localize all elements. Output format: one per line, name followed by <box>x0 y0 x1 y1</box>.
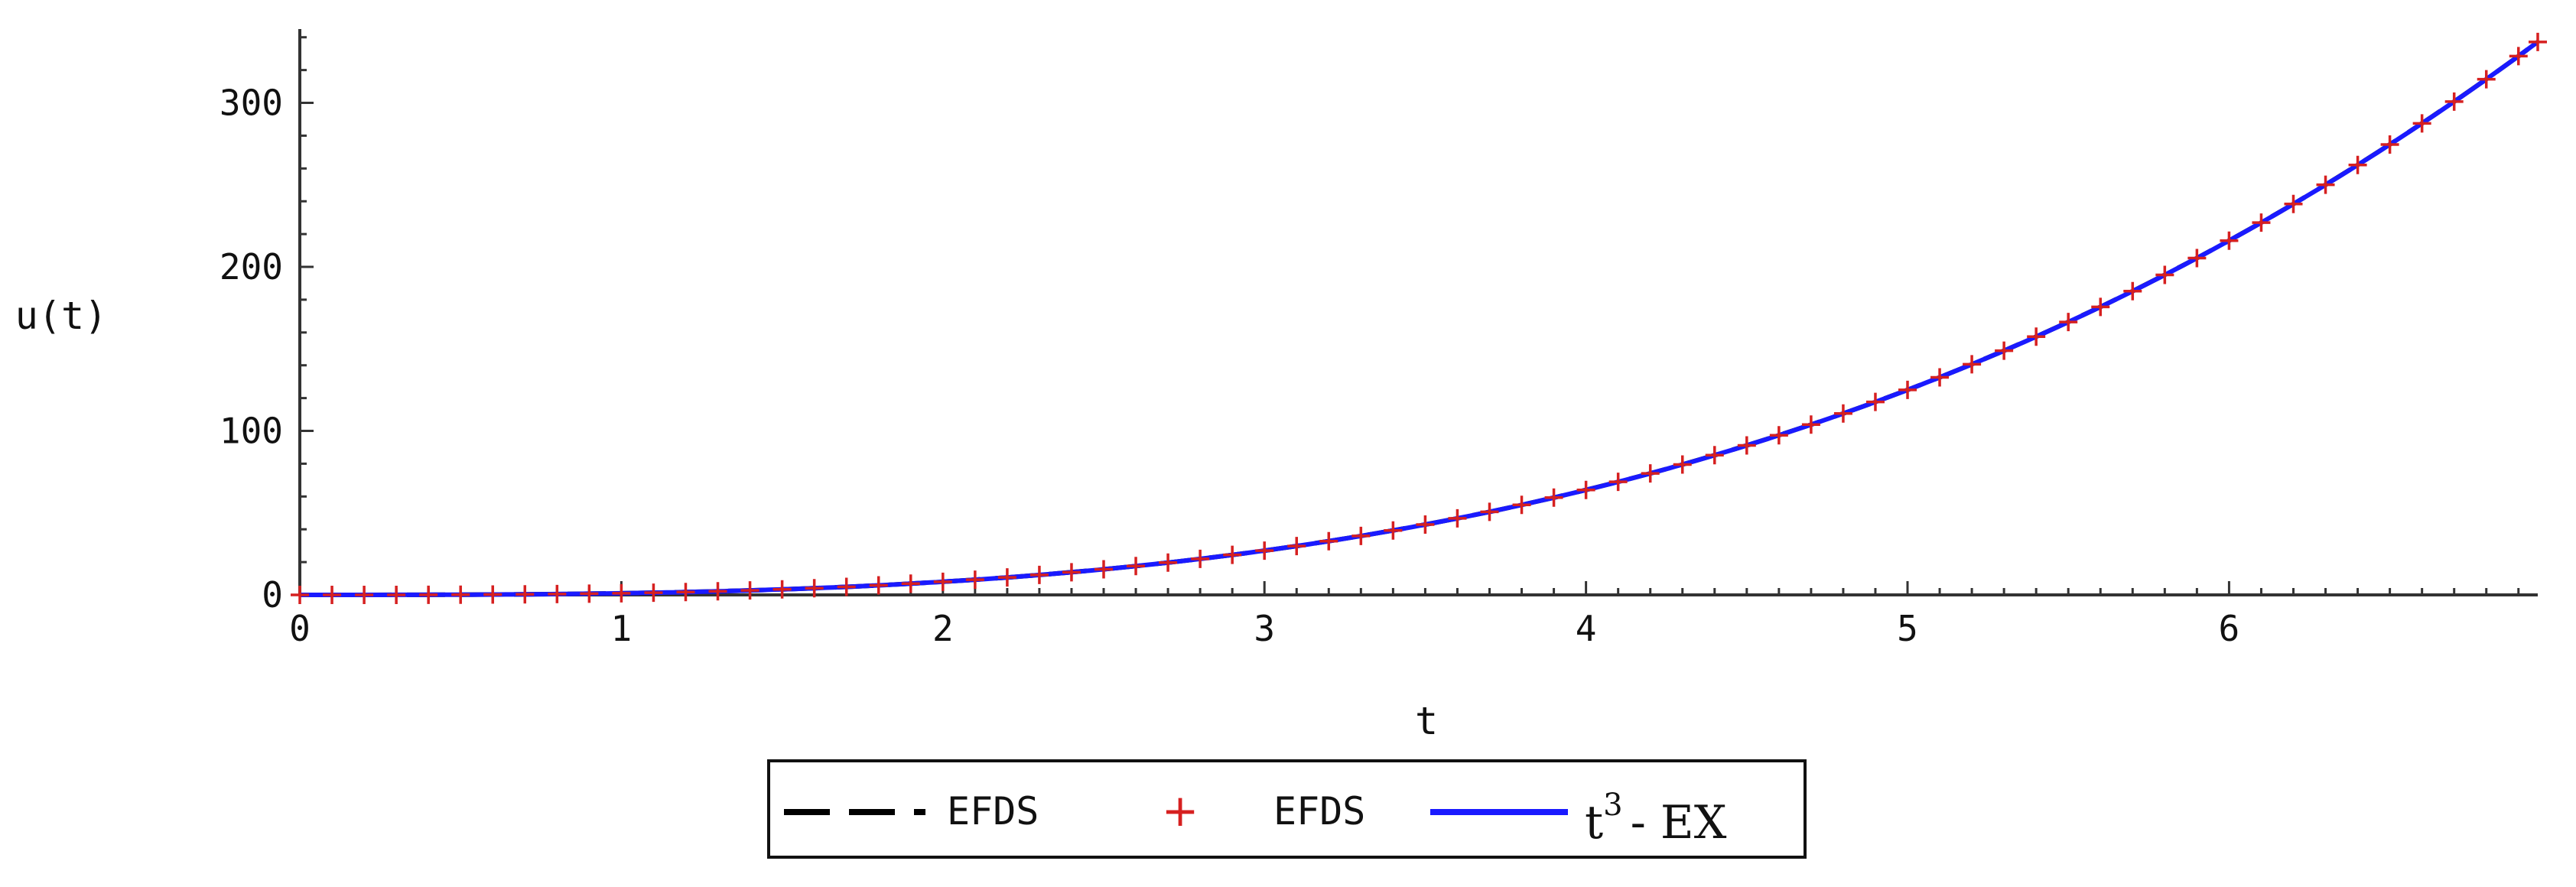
efds-cross-marker <box>805 579 824 598</box>
x-tick-label: 0 <box>289 608 311 649</box>
efds-cross-marker <box>1544 488 1563 507</box>
legend-label-exact: t3 - EX <box>1585 788 1727 850</box>
x-tick-label: 3 <box>1254 608 1275 649</box>
efds-cross-marker <box>2380 135 2399 154</box>
efds-cross-marker <box>1384 521 1403 540</box>
efds-cross-marker <box>1512 495 1531 515</box>
efds-cross-marker <box>2529 32 2547 51</box>
efds-cross-marker <box>1480 502 1499 521</box>
efds-cross-marker <box>1898 380 1917 399</box>
series-exact-line <box>300 40 2539 597</box>
efds-cross-marker <box>1029 565 1049 584</box>
efds-cross-marker <box>2348 155 2367 174</box>
x-tick-label: 2 <box>932 608 954 649</box>
efds-cross-marker <box>2477 70 2496 89</box>
efds-cross-marker <box>1995 341 2014 360</box>
legend-box <box>767 759 1807 859</box>
efds-cross-marker <box>1223 545 1242 564</box>
efds-cross-marker <box>1576 480 1595 499</box>
legend: EFDS + EFDS t3 - EX <box>767 759 1807 859</box>
efds-cross-marker <box>2284 194 2303 213</box>
efds-cross-marker <box>997 568 1016 587</box>
y-tick-label: 300 <box>220 83 283 124</box>
legend-label-exact-sup: 3 <box>1603 788 1622 823</box>
efds-cross-marker <box>901 574 920 593</box>
efds-cross-marker <box>1094 560 1114 579</box>
efds-cross-marker <box>355 585 374 604</box>
efds-cross-marker <box>676 583 695 602</box>
efds-cross-marker <box>1416 515 1435 534</box>
efds-cross-marker <box>323 585 342 604</box>
legend-label-efds-cross: EFDS <box>1273 789 1365 833</box>
efds-cross-marker <box>644 583 663 603</box>
y-tick-label: 0 <box>262 574 283 616</box>
efds-cross-marker <box>2123 281 2142 301</box>
x-tick-label: 6 <box>2219 608 2240 649</box>
efds-cross-marker <box>1608 473 1628 492</box>
efds-cross-marker <box>1641 464 1660 483</box>
efds-cross-marker <box>1673 455 1692 474</box>
x-tick-label: 1 <box>611 608 633 649</box>
efds-cross-marker <box>1127 557 1146 576</box>
efds-cross-marker <box>2444 92 2464 111</box>
efds-cross-marker <box>1865 392 1885 411</box>
efds-cross-marker <box>419 585 438 604</box>
efds-cross-marker <box>580 584 599 603</box>
efds-cross-marker <box>1062 563 1081 582</box>
efds-cross-marker <box>740 581 759 600</box>
y-tick-label: 100 <box>220 411 283 452</box>
efds-cross-marker <box>2059 313 2078 332</box>
efds-cross-marker <box>1769 426 1788 445</box>
efds-cross-marker <box>2316 175 2335 194</box>
efds-cross-marker <box>965 570 984 590</box>
efds-cross-marker <box>869 576 888 595</box>
efds-cross-marker <box>2155 265 2174 284</box>
series-efds-dashed-line <box>300 40 2539 597</box>
y-tick-label: 200 <box>220 246 283 288</box>
efds-cross-marker <box>483 585 503 604</box>
efds-cross-marker <box>837 577 856 596</box>
efds-cross-marker <box>1287 537 1306 556</box>
x-axis-label: t <box>1415 699 1438 743</box>
efds-cross-marker <box>2252 213 2271 232</box>
efds-cross-marker <box>612 583 631 603</box>
legend-label-efds-dashed: EFDS <box>947 789 1039 833</box>
efds-cross-marker <box>548 584 567 603</box>
efds-cross-marker <box>933 572 952 591</box>
series-layer <box>291 32 2547 604</box>
axes: 0 1 2 3 4 5 6 0 100 200 300 <box>220 29 2538 649</box>
efds-cross-marker <box>516 585 535 604</box>
x-tick-label: 4 <box>1576 608 1597 649</box>
efds-cross-marker <box>1801 415 1820 434</box>
legend-swatch-efds-cross: + <box>1162 785 1199 837</box>
efds-cross-marker <box>2091 297 2110 317</box>
efds-cross-marker <box>1159 553 1178 572</box>
efds-cross-marker <box>291 586 309 604</box>
efds-cross-marker <box>1963 355 1982 374</box>
legend-label-exact-rest: - EX <box>1631 796 1727 850</box>
efds-cross-marker <box>1351 526 1371 545</box>
x-tick-label: 5 <box>1897 608 1918 649</box>
efds-cross-marker <box>1319 531 1338 551</box>
efds-cross-marker <box>1448 508 1467 528</box>
efds-cross-marker <box>1191 549 1210 568</box>
efds-cross-marker <box>451 585 470 604</box>
efds-cross-marker <box>1833 404 1852 423</box>
efds-cross-marker <box>1930 368 1950 387</box>
efds-cross-marker <box>2509 47 2528 66</box>
efds-cross-marker <box>2412 114 2431 133</box>
efds-cross-marker <box>2187 249 2207 268</box>
efds-cross-marker <box>1705 446 1724 465</box>
y-axis-label: u(t) <box>15 294 107 338</box>
series-efds-markers <box>291 32 2547 604</box>
efds-cross-marker <box>1255 541 1274 560</box>
efds-cross-marker <box>2027 327 2046 346</box>
legend-label-exact-base: t <box>1585 796 1603 850</box>
efds-cross-marker <box>2220 231 2239 250</box>
efds-cross-marker <box>1737 436 1756 455</box>
efds-cross-marker <box>708 582 727 601</box>
efds-cross-marker <box>387 585 406 604</box>
efds-cross-marker <box>772 580 792 599</box>
